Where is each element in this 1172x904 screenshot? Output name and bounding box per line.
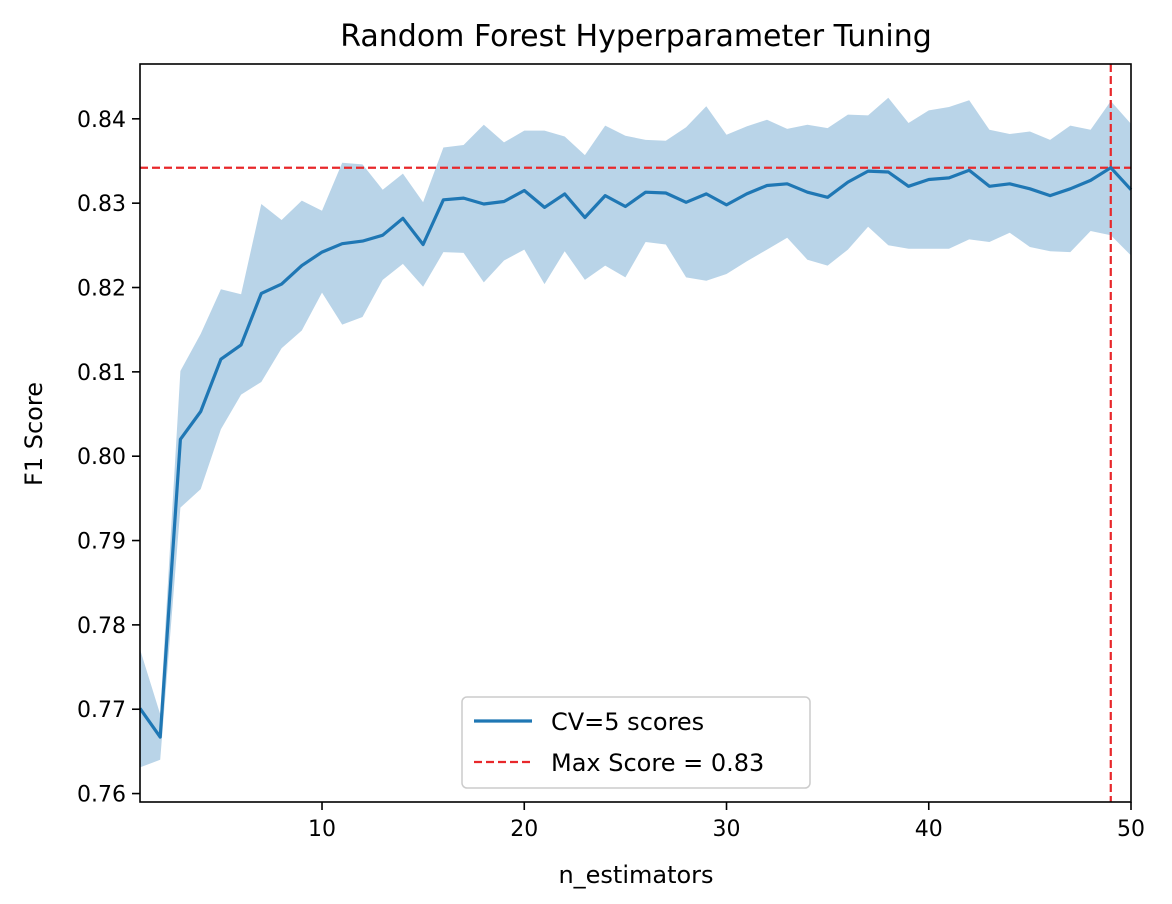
y-axis-ticks: 0.76 0.77 0.78 0.79 0.80 0.81 0.82 0.83 0.84 [77,108,140,808]
legend-label-max-score: Max Score = 0.83 [551,749,764,777]
x-tick-label: 40 [915,817,943,842]
chart-title: Random Forest Hyperparameter Tuning [340,19,932,54]
x-tick-label: 30 [713,817,741,842]
axes-frame [139,63,1132,803]
x-tick-label: 50 [1117,817,1145,842]
cv-score-line [138,166,1133,739]
x-axis-ticks: 10 20 30 40 50 [308,802,1145,842]
y-tick-label: 0.82 [77,277,126,302]
y-axis-label: F1 Score [20,382,48,486]
y-tick-label: 0.76 [77,783,126,808]
legend-label-cv-scores: CV=5 scores [551,708,704,736]
legend-box [461,696,811,789]
y-tick-label: 0.84 [77,108,126,133]
x-axis-label: n_estimators [558,861,713,889]
y-tick-label: 0.80 [77,445,126,470]
confidence-band [140,97,1131,768]
y-tick-label: 0.81 [77,361,126,386]
y-tick-label: 0.79 [77,530,126,555]
y-tick-label: 0.78 [77,614,126,639]
legend: CV=5 scores Max Score = 0.83 [461,696,811,789]
x-tick-label: 10 [308,817,336,842]
plot-area: 10 20 30 40 50 0.760.770.780.790.800.810.820… [77,63,1145,842]
y-tick-label: 0.83 [77,192,126,217]
y-tick-label: 0.77 [77,698,126,723]
x-tick-label: 20 [510,817,538,842]
